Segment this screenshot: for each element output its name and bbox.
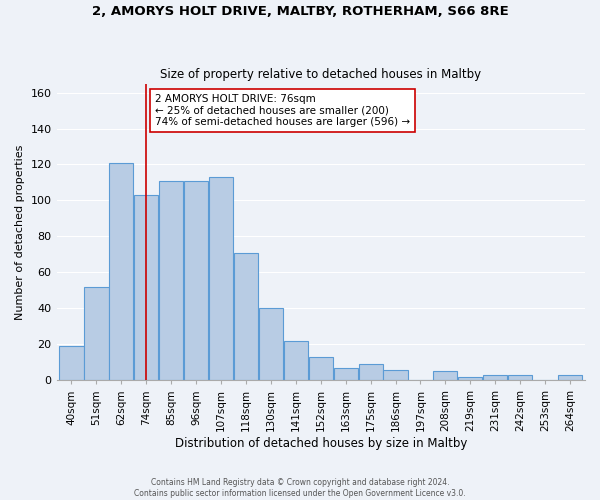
Bar xyxy=(483,375,508,380)
Text: 2, AMORYS HOLT DRIVE, MALTBY, ROTHERHAM, S66 8RE: 2, AMORYS HOLT DRIVE, MALTBY, ROTHERHAM,… xyxy=(92,5,508,18)
Text: Contains HM Land Registry data © Crown copyright and database right 2024.
Contai: Contains HM Land Registry data © Crown c… xyxy=(134,478,466,498)
Bar xyxy=(259,308,283,380)
Bar xyxy=(334,368,358,380)
Bar xyxy=(134,195,158,380)
Bar xyxy=(359,364,383,380)
Bar xyxy=(558,375,582,380)
Bar xyxy=(109,162,133,380)
Y-axis label: Number of detached properties: Number of detached properties xyxy=(15,144,25,320)
Bar xyxy=(433,372,457,380)
Bar xyxy=(159,180,183,380)
Title: Size of property relative to detached houses in Maltby: Size of property relative to detached ho… xyxy=(160,68,481,81)
Bar xyxy=(308,357,333,380)
Bar xyxy=(508,375,532,380)
Bar xyxy=(234,252,258,380)
X-axis label: Distribution of detached houses by size in Maltby: Distribution of detached houses by size … xyxy=(175,437,467,450)
Bar xyxy=(184,180,208,380)
Bar xyxy=(209,177,233,380)
Bar xyxy=(458,376,482,380)
Bar xyxy=(59,346,83,380)
Bar xyxy=(383,370,407,380)
Bar xyxy=(85,287,109,380)
Bar xyxy=(284,340,308,380)
Text: 2 AMORYS HOLT DRIVE: 76sqm
← 25% of detached houses are smaller (200)
74% of sem: 2 AMORYS HOLT DRIVE: 76sqm ← 25% of deta… xyxy=(155,94,410,127)
